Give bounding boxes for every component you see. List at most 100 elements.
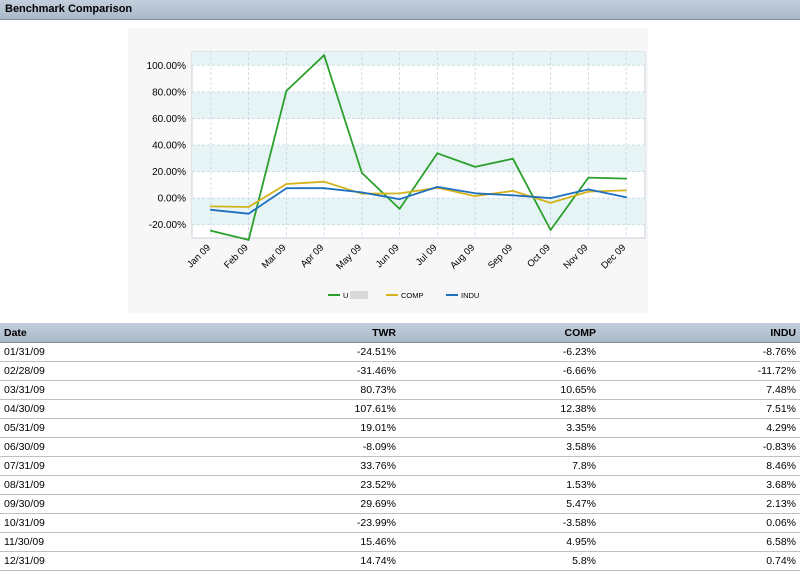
section-title: Benchmark Comparison [5,3,133,15]
data-point [587,188,590,191]
data-point [549,201,552,204]
data-point [247,212,250,215]
data-point [323,187,326,190]
comp-cell: 5.8% [400,551,600,571]
twr-cell: 15.46% [200,532,400,552]
date-cell: 10/31/09 [0,513,200,533]
data-point [209,208,212,211]
data-point [398,207,401,210]
table-row: 04/30/09 107.61% 12.38% 7.51% [0,399,800,419]
twr-cell: 107.61% [200,399,400,419]
y-tick-label: 60.00% [152,114,186,125]
twr-cell: -31.46% [200,361,400,381]
data-point [625,189,628,192]
x-tick-label: Mar 09 [260,242,289,271]
data-point [209,229,212,232]
comp-cell: 4.95% [400,532,600,552]
column-header-comp: COMP [400,323,600,343]
data-point [587,190,590,193]
data-point [323,180,326,183]
table-row: 10/31/09 -23.99% -3.58% 0.06% [0,513,800,533]
indu-cell: -11.72% [600,361,800,381]
benchmark-table: Date TWR COMP INDU 01/31/09 -24.51% -6.23%… [0,323,800,571]
series-line-u [210,54,627,241]
twr-cell: 19.01% [200,418,400,438]
twr-cell: 14.74% [200,551,400,571]
x-tick-label: Sep 09 [486,242,515,271]
grid-band [192,52,645,66]
table-body: 01/31/09 -24.51% -6.23% -8.76% 02/28/09 -31.4… [0,342,800,571]
chart-svg: 100.00% 80.00% 60.00% 40.00% 20.00% 0.00% -20.… [147,51,646,300]
x-tick-label: Apr 09 [299,242,327,270]
comp-cell: 3.58% [400,437,600,457]
data-point [323,54,326,57]
data-point [285,89,288,92]
data-point [398,192,401,195]
date-cell: 11/30/09 [0,532,200,552]
date-cell: 05/31/09 [0,418,200,438]
date-cell: 01/31/09 [0,342,200,362]
data-point [625,196,628,199]
column-header-date: Date [0,323,200,343]
data-point [285,187,288,190]
data-point [549,229,552,231]
comp-cell: 7.8% [400,456,600,476]
data-point [587,176,590,179]
date-cell: 06/30/09 [0,437,200,457]
twr-cell: -24.51% [200,342,400,362]
legend-label-u: U [343,291,348,300]
indu-cell: -8.76% [600,342,800,362]
data-point [474,192,477,195]
data-point [436,152,439,155]
x-tick-label: Jan 09 [185,242,213,270]
data-point [511,157,514,160]
table-row: 05/31/09 19.01% 3.35% 4.29% [0,418,800,438]
x-tick-label: Aug 09 [448,242,477,271]
data-point [474,165,477,168]
indu-cell: 3.68% [600,475,800,495]
series-line-indu [210,185,627,215]
y-tick-label: 80.00% [152,87,186,98]
table-row: 06/30/09 -8.09% 3.58% -0.83% [0,437,800,457]
table-row: 07/31/09 33.76% 7.8% 8.46% [0,456,800,476]
indu-cell: -0.83% [600,437,800,457]
x-tick-label: Nov 09 [561,242,590,271]
data-point [247,206,250,208]
data-point [209,205,212,208]
x-tick-label: Oct 09 [525,242,553,270]
comp-cell: -6.23% [400,342,600,362]
date-cell: 08/31/09 [0,475,200,495]
x-tick-label: Feb 09 [222,242,251,271]
table-row: 09/30/09 29.69% 5.47% 2.13% [0,494,800,514]
data-point [549,197,552,199]
twr-cell: -8.09% [200,437,400,457]
date-cell: 07/31/09 [0,456,200,476]
twr-cell: 29.69% [200,494,400,514]
indu-cell: 0.74% [600,551,800,571]
data-point [511,194,514,197]
column-header-twr: TWR [200,323,400,343]
date-cell: 12/31/09 [0,551,200,571]
table-row: 11/30/09 15.46% 4.95% 6.58% [0,532,800,552]
data-point [285,183,288,185]
comp-cell: 1.53% [400,475,600,495]
y-tick-label: 100.00% [147,61,187,72]
legend-label-indu: INDU [461,291,479,300]
x-tick-label: Jul 09 [414,242,440,268]
data-point [436,186,439,188]
date-cell: 04/30/09 [0,399,200,419]
comp-cell: 3.35% [400,418,600,438]
comp-cell: 10.65% [400,380,600,400]
comp-cell: 5.47% [400,494,600,514]
date-cell: 02/28/09 [0,361,200,381]
data-point [625,177,628,180]
table-row: 08/31/09 23.52% 1.53% 3.68% [0,475,800,495]
twr-cell: 33.76% [200,456,400,476]
comp-cell: -6.66% [400,361,600,381]
redacted-name [350,291,368,299]
data-point [360,191,363,194]
table-row: 03/31/09 80.73% 10.65% 7.48% [0,380,800,400]
comp-cell: 12.38% [400,399,600,419]
data-point [511,189,514,192]
data-point [247,239,250,241]
